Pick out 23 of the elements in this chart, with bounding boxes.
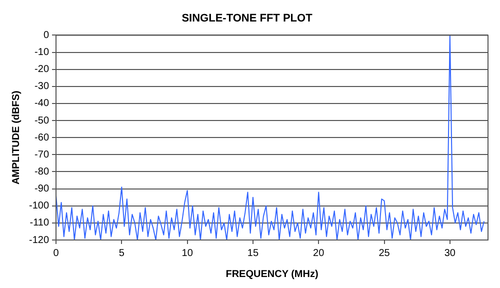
y-tick-label: -60: [34, 132, 50, 144]
chart-title: SINGLE-TONE FFT PLOT: [182, 12, 313, 25]
x-tick-label: 30: [444, 248, 456, 259]
y-tick-label: -70: [34, 149, 50, 160]
y-axis-title: AMPLITUDE (dBFS): [10, 90, 22, 185]
x-tick-label: 15: [247, 248, 259, 259]
x-axis-title: FREQUENCY (MHz): [226, 268, 318, 280]
x-tick-label: 25: [378, 248, 390, 259]
y-tick-label: -40: [34, 98, 50, 110]
y-tick-label: 0: [43, 30, 50, 41]
x-tick-label: 5: [118, 248, 125, 259]
x-tick-label: 10: [182, 248, 194, 259]
y-tick-label: -30: [34, 81, 50, 92]
y-tick-label: -80: [34, 166, 50, 178]
y-tick-label: -120: [29, 234, 50, 246]
y-tick-label: -90: [34, 184, 50, 195]
y-tick-label: -20: [34, 64, 50, 76]
x-tick-label: 0: [53, 248, 60, 259]
y-tick-label: -10: [34, 47, 50, 58]
y-tick-label: -110: [30, 218, 50, 229]
x-tick-label: 20: [313, 248, 325, 259]
y-tick-label: -100: [29, 200, 50, 212]
y-tick-label: -50: [34, 115, 50, 126]
